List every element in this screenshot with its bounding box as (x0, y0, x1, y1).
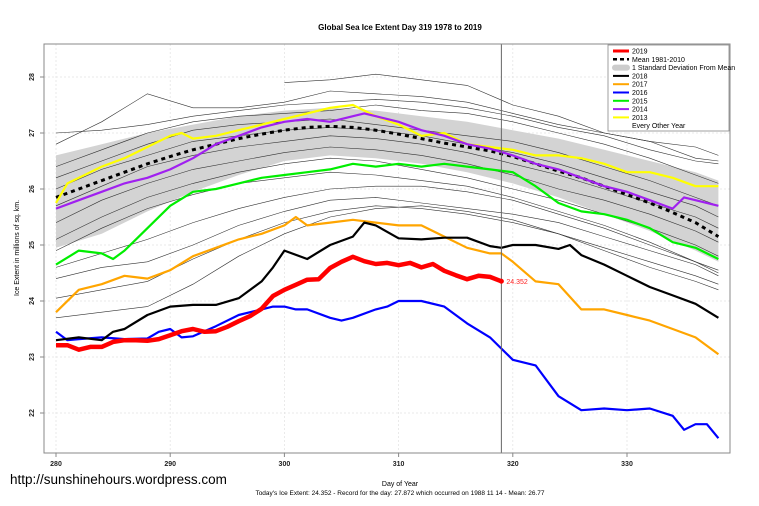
series-line-2019 (56, 254, 503, 352)
series-line-2017 (55, 215, 720, 356)
y-tick-label: 28 (29, 73, 36, 81)
legend-label: Every Other Year (632, 123, 686, 130)
footer-stats: Today's Ice Extent: 24.352 - Record for … (255, 490, 544, 497)
legend-label: 2014 (632, 107, 648, 114)
x-axis-label: Day of Year (382, 481, 419, 488)
series-line-2013 (55, 103, 719, 204)
x-axis-ticks: 280 290 300 310 320 330 (50, 453, 633, 468)
other-year-line (55, 99, 719, 165)
y-tick-label: 22 (29, 409, 36, 417)
other-years-lines (55, 73, 719, 319)
legend-label: 2017 (632, 82, 648, 89)
legend-label: 2013 (632, 115, 648, 122)
other-year-line (55, 146, 719, 243)
y-tick-label: 23 (29, 353, 36, 361)
std-band-area (56, 107, 719, 262)
legend-swatch (612, 64, 630, 71)
y-tick-label: 24 (29, 297, 36, 305)
website-url: http://sunshinehours.wordpress.com (10, 472, 227, 487)
series-line-2015 (55, 162, 719, 266)
other-year-line (55, 171, 719, 271)
y-tick-label: 25 (29, 241, 36, 249)
legend-label: 2019 (632, 49, 648, 56)
y-axis-label: Ice Extent in millions of sq. km. (14, 200, 21, 296)
other-year-line (55, 197, 719, 279)
std-band (56, 107, 719, 262)
y-tick-label: 26 (29, 185, 36, 193)
x-tick-label: 310 (393, 461, 405, 468)
highlighted-series (55, 103, 720, 439)
legend-label: 2016 (632, 90, 648, 97)
other-year-line (55, 135, 719, 229)
other-year-line (55, 157, 719, 257)
y-axis-ticks: 22 23 24 25 26 27 28 (29, 73, 44, 417)
chart-title: Global Sea Ice Extent Day 319 1978 to 20… (318, 23, 482, 32)
x-tick-label: 290 (164, 461, 176, 468)
other-year-line (284, 73, 719, 156)
end-point-marker (498, 278, 504, 284)
series-line-2014 (55, 112, 719, 210)
series-line-2018 (55, 221, 719, 342)
x-tick-label: 330 (621, 461, 633, 468)
legend-label: 2015 (632, 98, 648, 105)
x-tick-label: 300 (279, 461, 291, 468)
legend-label: 2018 (632, 73, 648, 80)
end-label-group: 24.352 (498, 278, 528, 286)
other-year-line (55, 118, 719, 207)
other-year-line (55, 185, 719, 274)
x-tick-label: 280 (50, 461, 62, 468)
y-tick-label: 27 (29, 129, 36, 137)
series-line-2016 (55, 299, 720, 439)
plot-frame (43, 43, 731, 454)
other-year-line (55, 205, 719, 319)
legend-label: 1 Standard Deviation From Mean (632, 65, 735, 72)
x-tick-label: 320 (507, 461, 519, 468)
legend-label: Mean 1981-2010 (632, 57, 685, 64)
other-year-line (55, 104, 719, 184)
end-value-label: 24.352 (506, 279, 528, 286)
